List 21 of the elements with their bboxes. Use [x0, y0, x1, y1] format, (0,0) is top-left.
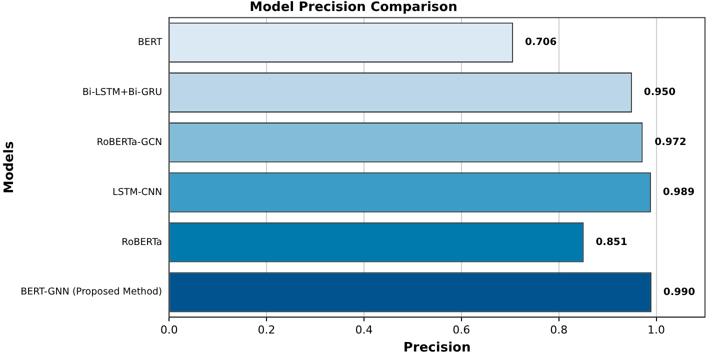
x-tick-label: 0.2	[258, 324, 276, 337]
data-label: 0.972	[654, 137, 686, 148]
y-tick-label: Bi-LSTM+Bi-GRU	[82, 86, 162, 98]
y-tick-label: BERT	[138, 37, 162, 48]
x-tick-label: 0.0	[160, 324, 178, 337]
data-label: 0.950	[644, 87, 676, 98]
x-tick-label: 1.0	[648, 324, 666, 337]
x-axis-title: Precision	[403, 340, 471, 356]
data-label: 0.851	[596, 236, 628, 248]
data-label: 0.990	[663, 286, 696, 298]
y-tick-label: RoBERTa-GCN	[96, 136, 162, 148]
x-tick-label: 0.4	[355, 324, 373, 337]
x-tick-label: 0.6	[452, 324, 470, 337]
x-tick-label: 0.8	[550, 324, 568, 337]
chart-title: Model Precision Comparison	[250, 0, 458, 16]
data-label: 0.706	[525, 37, 557, 48]
y-tick-label: RoBERTa	[122, 236, 162, 248]
y-axis-title: Models	[2, 141, 18, 194]
data-label: 0.989	[662, 186, 695, 198]
y-tick-label: LSTM-CNN	[112, 186, 162, 198]
y-tick-label: BERT-GNN (Proposed Method)	[20, 286, 162, 298]
